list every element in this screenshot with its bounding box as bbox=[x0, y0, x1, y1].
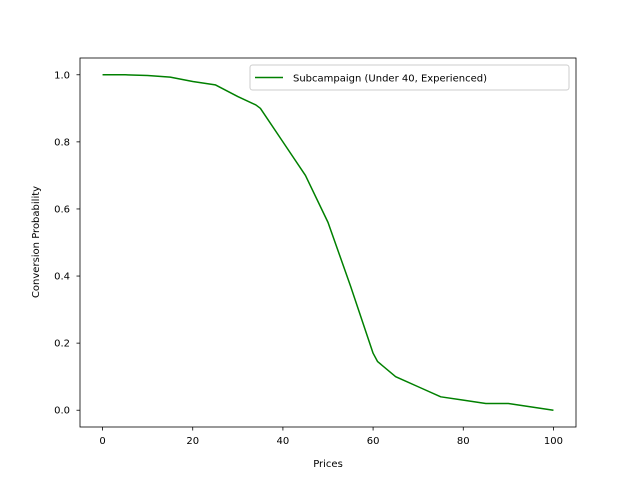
x-axis-label: Prices bbox=[313, 459, 343, 470]
y-axis-ticks: 0.0 0.2 0.4 0.6 0.8 1.0 bbox=[54, 70, 80, 417]
legend-label: Subcampaign (Under 40, Experienced) bbox=[293, 73, 487, 84]
x-tick-label: 20 bbox=[186, 436, 199, 447]
x-tick-label: 100 bbox=[544, 436, 563, 447]
y-tick-label: 0.4 bbox=[54, 272, 70, 283]
series-layer bbox=[102, 74, 554, 411]
y-tick-label: 0.0 bbox=[54, 406, 70, 417]
x-axis-ticks: 0 20 40 60 80 100 bbox=[99, 427, 563, 447]
legend: Subcampaign (Under 40, Experienced) bbox=[249, 64, 570, 91]
series-line bbox=[102, 74, 554, 411]
y-tick-label: 0.2 bbox=[54, 339, 70, 350]
y-tick-label: 1.0 bbox=[54, 70, 70, 81]
plot-frame bbox=[79, 57, 577, 428]
y-axis-label: Conversion Probability bbox=[31, 186, 42, 298]
x-tick-label: 40 bbox=[277, 436, 290, 447]
x-tick-label: 0 bbox=[99, 436, 105, 447]
y-tick-label: 0.6 bbox=[54, 204, 70, 215]
x-tick-label: 60 bbox=[367, 436, 380, 447]
x-tick-label: 80 bbox=[457, 436, 470, 447]
y-tick-label: 0.8 bbox=[54, 137, 70, 148]
plot-background bbox=[80, 58, 576, 427]
legend-box bbox=[249, 64, 570, 91]
